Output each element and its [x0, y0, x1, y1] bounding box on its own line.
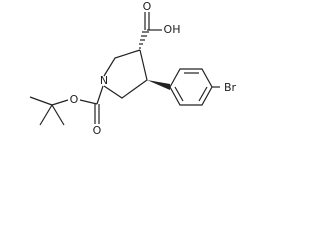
- bond: [198, 86, 208, 102]
- atom-label: O: [143, 0, 152, 13]
- ring-bond: [103, 49, 148, 99]
- bond: [51, 104, 65, 126]
- bond: [51, 99, 69, 106]
- benzene-ring: [169, 68, 213, 106]
- bond: [79, 99, 98, 105]
- atom-label: OH: [164, 23, 181, 36]
- hashed-bond: [139, 31, 149, 49]
- atom-label: O: [70, 93, 79, 106]
- atom-label: O: [93, 124, 102, 137]
- bond: [96, 85, 104, 105]
- molecule-diagram: O OH N O O Br: [29, 0, 237, 137]
- ring-bond: [103, 49, 141, 77]
- bond: [174, 86, 184, 102]
- atom-label: Br: [224, 81, 237, 94]
- atom-label: N: [100, 74, 108, 87]
- bond: [39, 104, 53, 126]
- bond: [29, 96, 53, 106]
- wedge-bond: [147, 80, 170, 90]
